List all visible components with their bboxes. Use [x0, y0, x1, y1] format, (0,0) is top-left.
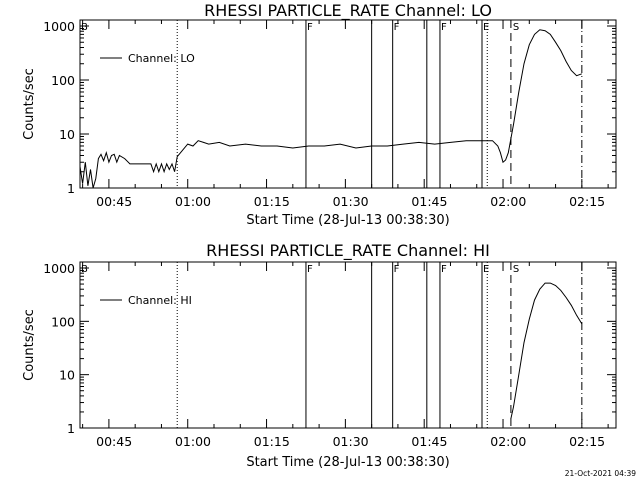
x-tick-label: 01:00 [175, 434, 211, 449]
y-tick-label: 1000 [43, 19, 75, 34]
y-tick-label: 1000 [43, 261, 75, 276]
y-tick-label: 10 [59, 368, 75, 383]
chart-title: RHESSI PARTICLE_RATE Channel: LO [204, 1, 492, 21]
timestamp: 21-Oct-2021 04:39 [565, 469, 636, 478]
event-label: F [441, 264, 447, 275]
x-tick-label: 02:15 [569, 434, 605, 449]
left-event-label: B [81, 264, 88, 275]
y-tick-label: 100 [51, 73, 75, 88]
chart-panel-1: RHESSI PARTICLE_RATE Channel: LO 1 10 100 10… [22, 1, 617, 228]
y-tick-label: 100 [51, 314, 75, 329]
event-label: F [394, 22, 400, 33]
series-line-1 [510, 282, 583, 419]
x-tick-label: 00:45 [96, 194, 132, 209]
x-axis-label: Start Time (28-Jul-13 00:38:30) [246, 213, 449, 228]
x-tick-label: 01:45 [411, 434, 447, 449]
event-label: E [483, 264, 489, 275]
event-label: S [513, 22, 519, 33]
plot-frame [79, 19, 617, 189]
chart-title: RHESSI PARTICLE_RATE Channel: HI [206, 241, 490, 261]
y-tick-label: 10 [59, 127, 75, 142]
event-label: F [441, 22, 447, 33]
x-tick-label: 01:15 [254, 194, 290, 209]
x-tick-label: 01:00 [175, 194, 211, 209]
legend-label: Channel: LO [128, 52, 195, 65]
y-axis-label: Counts/sec [22, 68, 37, 140]
plot-frame [79, 261, 617, 429]
x-tick-label: 02:00 [490, 434, 526, 449]
event-label: E [483, 22, 489, 33]
x-tick-label: 01:45 [411, 194, 447, 209]
chart-panel-2: RHESSI PARTICLE_RATE Channel: HI 1 10 100 10… [22, 241, 617, 470]
x-tick-label: 01:15 [254, 434, 290, 449]
event-label: F [307, 22, 313, 33]
legend-label: Channel: HI [128, 294, 192, 307]
y-tick-label: 1 [67, 181, 75, 196]
y-axis-label: Counts/sec [22, 309, 37, 381]
series-line-1 [79, 29, 582, 189]
event-label: F [307, 264, 313, 275]
x-tick-label: 01:30 [333, 194, 369, 209]
x-tick-label: 00:45 [96, 434, 132, 449]
x-tick-label: 02:15 [569, 194, 605, 209]
y-tick-label: 1 [67, 421, 75, 436]
left-event-label: B [81, 22, 88, 33]
event-label: S [513, 264, 519, 275]
event-label: F [394, 264, 400, 275]
x-tick-label: 02:00 [490, 194, 526, 209]
x-axis-label: Start Time (28-Jul-13 00:38:30) [246, 455, 449, 470]
x-tick-label: 01:30 [333, 434, 369, 449]
